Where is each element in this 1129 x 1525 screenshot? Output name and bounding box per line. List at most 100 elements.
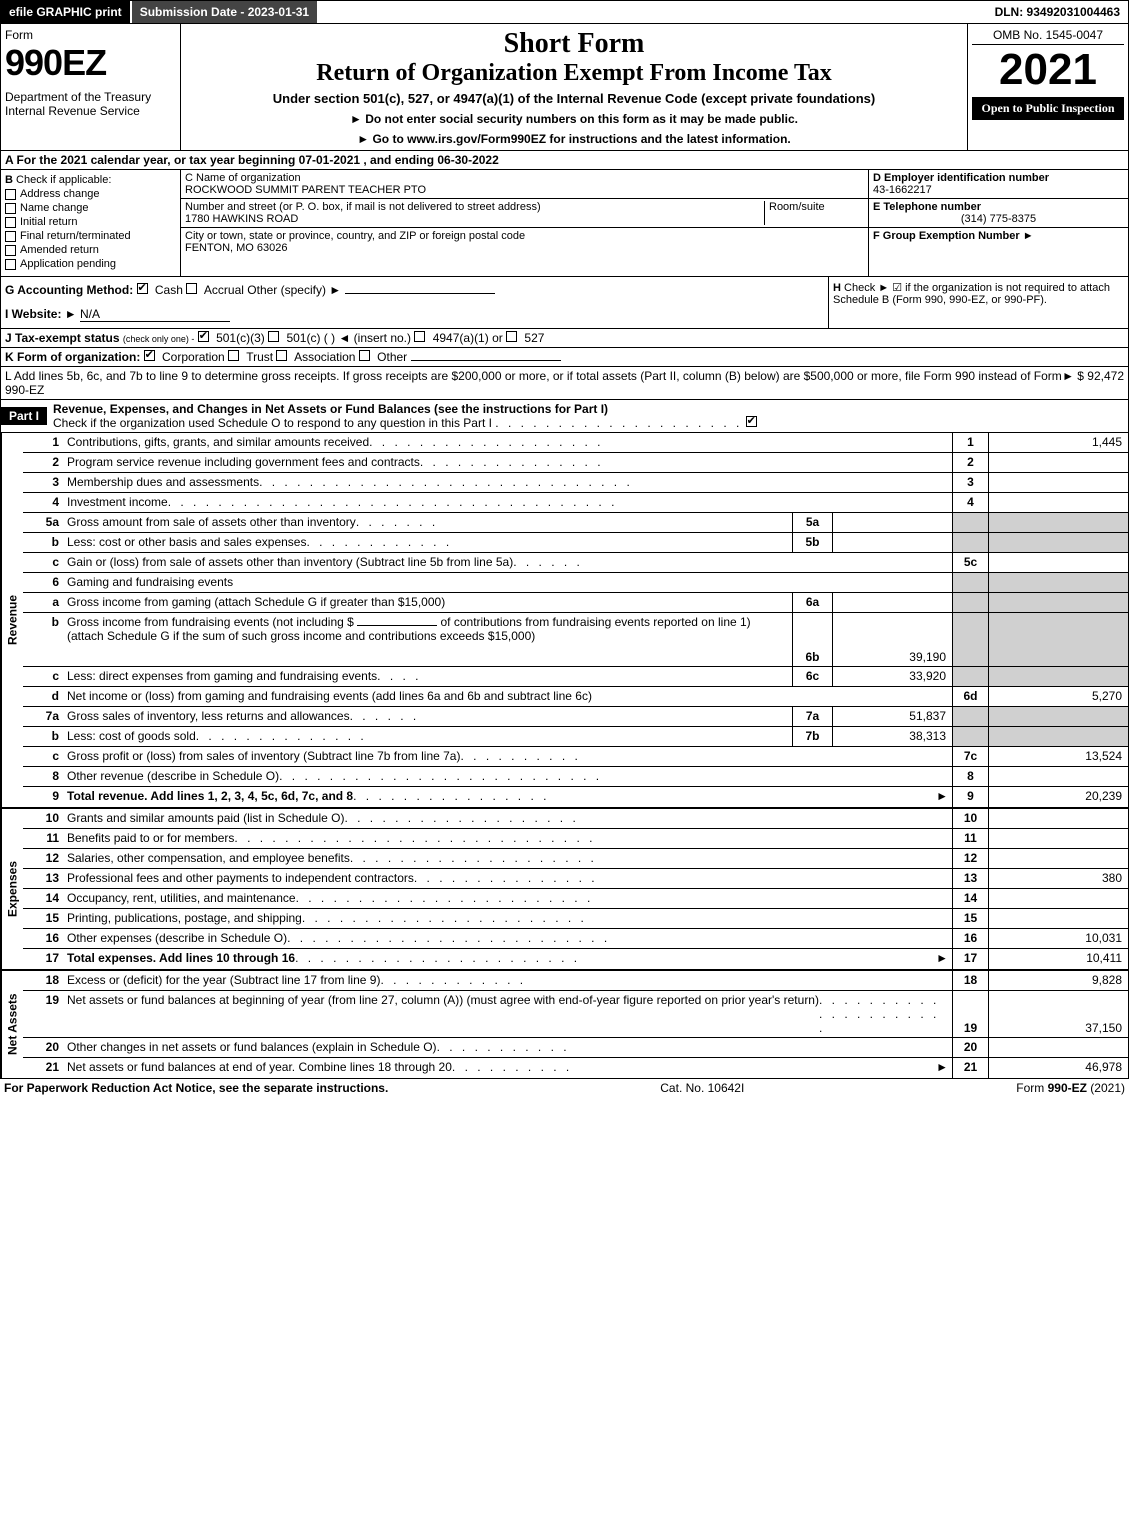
line-4-val (988, 493, 1128, 512)
label-amended: Amended return (20, 244, 99, 256)
checkbox-501c[interactable] (268, 331, 279, 342)
website-value: N/A (80, 307, 230, 322)
section-gh-row: G Accounting Method: Cash Accrual Other … (0, 277, 1129, 329)
line-6a-subbox: 6a (792, 593, 832, 612)
line-1-num: 1 (23, 433, 63, 452)
checkbox-4947[interactable] (414, 331, 425, 342)
omb-number: OMB No. 1545-0047 (972, 28, 1124, 45)
checkbox-final-return[interactable]: Final return/terminated (5, 230, 176, 242)
label-address-change: Address change (20, 188, 100, 200)
line-7c-val: 13,524 (988, 747, 1128, 766)
line-14-num: 14 (23, 889, 63, 908)
checkbox-corporation[interactable] (144, 350, 155, 361)
line-5c-val (988, 553, 1128, 572)
line-3-box: 3 (952, 473, 988, 492)
line-14: 14 Occupancy, rent, utilities, and maint… (23, 889, 1128, 909)
line-6a-subval (832, 593, 952, 612)
line-6: 6 Gaming and fundraising events (23, 573, 1128, 593)
checkbox-other-org[interactable] (359, 350, 370, 361)
row-a-tax-year: A For the 2021 calendar year, or tax yea… (0, 151, 1129, 170)
section-j: J Tax-exempt status (check only one) - 5… (0, 329, 1129, 348)
checkbox-association[interactable] (276, 350, 287, 361)
line-16: 16 Other expenses (describe in Schedule … (23, 929, 1128, 949)
checkbox-trust[interactable] (228, 350, 239, 361)
label-other: Other (specify) ► (247, 283, 341, 297)
line-12: 12 Salaries, other compensation, and emp… (23, 849, 1128, 869)
checkbox-527[interactable] (506, 331, 517, 342)
line-19-num: 19 (23, 991, 63, 1037)
line-18-box: 18 (952, 971, 988, 990)
part-1-sub: Check if the organization used Schedule … (53, 416, 492, 430)
line-7b-text: Less: cost of goods sold (67, 729, 196, 744)
line-8: 8 Other revenue (describe in Schedule O)… (23, 767, 1128, 787)
line-19-box: 19 (952, 991, 988, 1037)
line-1: 1 Contributions, gifts, grants, and simi… (23, 433, 1128, 453)
line-18-val: 9,828 (988, 971, 1128, 990)
line-15-box: 15 (952, 909, 988, 928)
line-6b: b Gross income from fundraising events (… (23, 613, 1128, 667)
line-5a-text: Gross amount from sale of assets other t… (67, 515, 356, 530)
line-8-num: 8 (23, 767, 63, 786)
efile-print-btn[interactable]: efile GRAPHIC print (1, 1, 132, 23)
line-6d-box: 6d (952, 687, 988, 706)
line-9: 9 Total revenue. Add lines 1, 2, 3, 4, 5… (23, 787, 1128, 807)
line-7c-box: 7c (952, 747, 988, 766)
line-21-num: 21 (23, 1058, 63, 1078)
line-6b-subbox: 6b (792, 613, 832, 666)
line-6b-num: b (23, 613, 63, 666)
section-b-label: B (5, 174, 13, 186)
label-527: 527 (524, 331, 544, 345)
line-7a-subbox: 7a (792, 707, 832, 726)
line-17-num: 17 (23, 949, 63, 969)
open-public: Open to Public Inspection (972, 97, 1124, 120)
line-6-text: Gaming and fundraising events (67, 575, 233, 590)
line-3: 3 Membership dues and assessments . . . … (23, 473, 1128, 493)
city-label: City or town, state or province, country… (185, 230, 864, 242)
tax-exempt-sub: (check only one) - (123, 334, 195, 344)
line-5b-subval (832, 533, 952, 552)
checkbox-initial-return[interactable]: Initial return (5, 216, 176, 228)
section-h-label: H (833, 282, 841, 294)
line-6a-num: a (23, 593, 63, 612)
ein-label: D Employer identification number (873, 172, 1049, 184)
line-12-text: Salaries, other compensation, and employ… (67, 851, 350, 866)
label-initial-return: Initial return (20, 216, 77, 228)
line-17-text: Total expenses. Add lines 10 through 16 (67, 951, 295, 967)
line-11-num: 11 (23, 829, 63, 848)
line-10-text: Grants and similar amounts paid (list in… (67, 811, 344, 826)
line-5b-subbox: 5b (792, 533, 832, 552)
line-2-box: 2 (952, 453, 988, 472)
line-2-num: 2 (23, 453, 63, 472)
checkbox-address-change[interactable]: Address change (5, 188, 176, 200)
line-13-box: 13 (952, 869, 988, 888)
line-21-text: Net assets or fund balances at end of ye… (67, 1060, 452, 1076)
line-5c-box: 5c (952, 553, 988, 572)
line-11-text: Benefits paid to or for members (67, 831, 234, 846)
checkbox-name-change[interactable]: Name change (5, 202, 176, 214)
line-7b-num: b (23, 727, 63, 746)
line-15-val (988, 909, 1128, 928)
checkbox-cash[interactable] (137, 283, 148, 294)
side-label-expenses: Expenses (1, 809, 23, 969)
checkbox-amended[interactable]: Amended return (5, 244, 176, 256)
line-8-box: 8 (952, 767, 988, 786)
phone-label: E Telephone number (873, 201, 981, 213)
tax-year: 2021 (972, 45, 1124, 95)
line-4: 4 Investment income . . . . . . . . . . … (23, 493, 1128, 513)
line-5b: b Less: cost or other basis and sales ex… (23, 533, 1128, 553)
checkbox-schedule-o-part1[interactable] (746, 416, 757, 427)
form-number: 990EZ (5, 42, 176, 84)
side-label-netassets: Net Assets (1, 971, 23, 1078)
checkbox-application-pending[interactable]: Application pending (5, 258, 176, 270)
checkbox-accrual[interactable] (186, 283, 197, 294)
checkbox-501c3[interactable] (198, 331, 209, 342)
line-17-val: 10,411 (988, 949, 1128, 969)
org-name-label: C Name of organization (185, 172, 864, 184)
line-7b: b Less: cost of goods sold . . . . . . .… (23, 727, 1128, 747)
line-21: 21 Net assets or fund balances at end of… (23, 1058, 1128, 1078)
line-19-val: 37,150 (988, 991, 1128, 1037)
department: Department of the Treasury Internal Reve… (5, 90, 176, 118)
title-return: Return of Organization Exempt From Incom… (185, 60, 963, 87)
label-name-change: Name change (20, 202, 89, 214)
website-label: I Website: ► (5, 307, 77, 321)
